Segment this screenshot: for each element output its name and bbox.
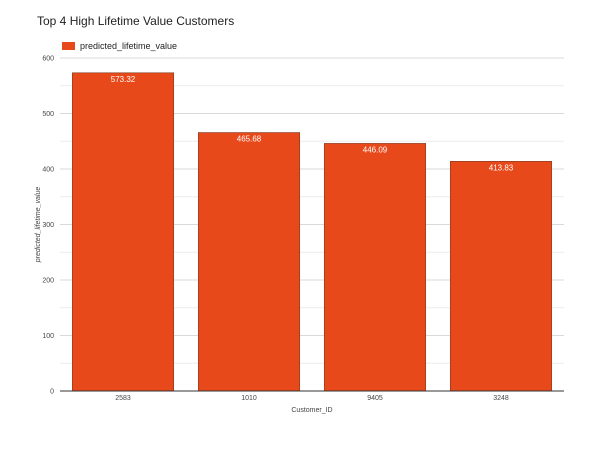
legend: predicted_lifetime_value bbox=[62, 41, 177, 51]
bar bbox=[71, 72, 175, 392]
y-tick-label: 300 bbox=[42, 222, 54, 229]
y-tick-label: 400 bbox=[42, 167, 54, 174]
y-tick-label: 0 bbox=[50, 389, 54, 396]
x-axis-title: Customer_ID bbox=[291, 407, 332, 414]
legend-label: predicted_lifetime_value bbox=[80, 41, 178, 51]
bar bbox=[197, 132, 301, 392]
x-tick-label: 3248 bbox=[493, 395, 509, 402]
legend-swatch bbox=[62, 42, 75, 50]
chart-title: Top 4 High Lifetime Value Customers bbox=[37, 14, 235, 28]
x-tick-label: 9405 bbox=[367, 395, 383, 402]
bar bbox=[449, 161, 553, 392]
y-tick-label: 200 bbox=[42, 278, 54, 285]
y-axis-title: predicted_lifetime_value bbox=[35, 187, 42, 264]
data-label: 413.83 bbox=[489, 163, 514, 172]
bar bbox=[323, 143, 427, 392]
y-tick-label: 500 bbox=[42, 111, 54, 118]
x-tick-label: 1010 bbox=[241, 395, 257, 402]
data-label: 446.09 bbox=[363, 145, 388, 154]
x-tick-label: 2583 bbox=[115, 395, 131, 402]
y-tick-label: 100 bbox=[42, 333, 54, 340]
data-label: 573.32 bbox=[111, 75, 136, 84]
data-label: 465.68 bbox=[237, 135, 262, 144]
y-tick-label: 600 bbox=[42, 56, 54, 63]
